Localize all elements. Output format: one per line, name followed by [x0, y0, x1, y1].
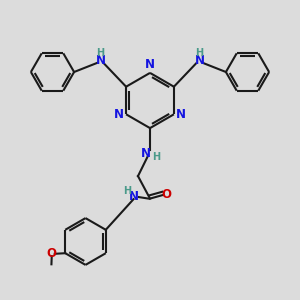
Text: N: N: [128, 190, 139, 203]
Text: O: O: [47, 247, 57, 260]
Text: N: N: [95, 53, 106, 67]
Text: H: H: [123, 186, 131, 197]
Text: N: N: [114, 108, 124, 121]
Text: N: N: [176, 108, 186, 121]
Text: N: N: [141, 147, 151, 160]
Text: O: O: [161, 188, 172, 202]
Text: H: H: [152, 152, 161, 162]
Text: N: N: [145, 58, 155, 70]
Text: N: N: [194, 53, 205, 67]
Text: H: H: [195, 48, 204, 59]
Text: H: H: [96, 48, 105, 59]
